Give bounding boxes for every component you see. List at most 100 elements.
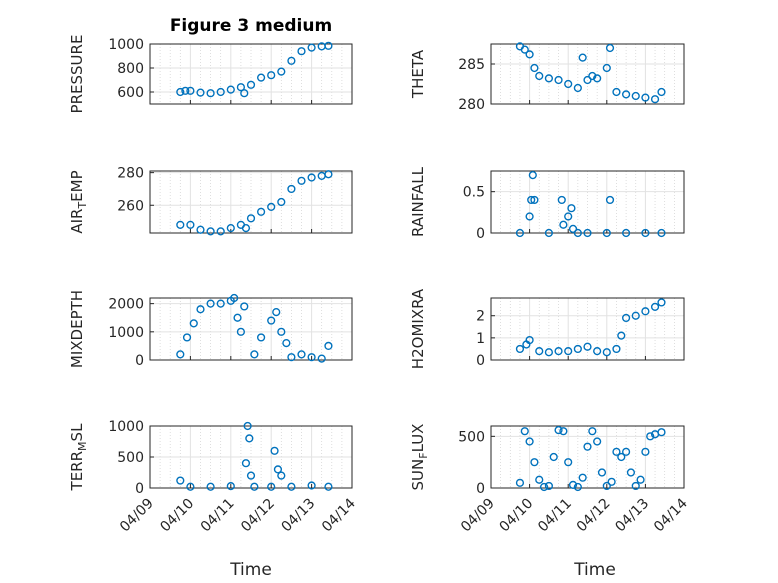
x-tick-label: 04/10 <box>157 496 197 536</box>
subplot-6: 0 1 2 H2OMIXRA <box>409 288 685 369</box>
data-point <box>324 170 333 179</box>
data-point <box>583 342 592 351</box>
data-point <box>250 350 259 359</box>
data-point <box>257 73 266 82</box>
data-points <box>515 426 666 492</box>
y-axis-label: H2OMIXRA <box>409 288 427 369</box>
data-point <box>226 85 235 94</box>
data-point <box>181 86 190 95</box>
data-point <box>176 476 185 485</box>
data-point <box>240 302 249 311</box>
data-point <box>617 331 626 340</box>
y-axis-label-main: AIR <box>68 209 86 234</box>
data-point <box>270 446 279 455</box>
data-point <box>650 302 660 311</box>
data-point <box>578 473 587 482</box>
data-point <box>544 228 554 238</box>
data-point <box>549 452 558 462</box>
y-axis-label: MIXDEPTH <box>68 290 86 368</box>
axes-box <box>490 170 685 234</box>
data-point <box>657 87 666 97</box>
y-tick-label: 2000 <box>108 297 144 313</box>
data-point <box>324 482 333 491</box>
y-axis-label-subscript: T <box>76 202 89 210</box>
y-axis-label: RAINFALL <box>409 166 427 237</box>
data-point <box>657 428 666 437</box>
axes-box <box>490 297 685 361</box>
data-point <box>287 56 296 65</box>
x-axis-label-left: Time <box>229 560 272 580</box>
data-point <box>236 83 246 92</box>
data-point <box>578 53 587 62</box>
data-point <box>612 87 621 97</box>
subplot-2: 280 285 THETA <box>409 42 685 113</box>
y-tick-label: 0 <box>135 481 144 497</box>
y-tick-label: 600 <box>117 85 144 101</box>
data-point <box>176 87 185 97</box>
data-point <box>583 228 592 238</box>
axes-box <box>490 425 685 489</box>
data-point <box>612 447 621 456</box>
data-point <box>535 71 544 81</box>
data-points <box>515 171 666 238</box>
data-point <box>602 228 611 238</box>
y-axis-label: TERRMSL <box>68 423 89 492</box>
y-axis-label-subscript: M <box>76 441 89 451</box>
data-point <box>564 347 573 356</box>
data-point <box>226 224 235 233</box>
data-point <box>621 313 631 323</box>
y-tick-label: 500 <box>117 450 144 466</box>
data-point <box>641 307 650 316</box>
data-point <box>196 305 205 314</box>
x-tick-label: 04/13 <box>612 496 652 536</box>
data-point <box>307 173 316 182</box>
data-point <box>515 478 525 487</box>
data-point <box>530 63 539 73</box>
data-point <box>277 327 286 336</box>
data-points <box>176 293 333 363</box>
y-axis-label-rest: EMP <box>68 170 86 201</box>
data-point <box>544 348 554 357</box>
data-point <box>287 184 296 194</box>
subplot-5: 0 1000 2000 MIXDEPTH <box>68 290 353 369</box>
x-axis-label-right: Time <box>573 560 616 580</box>
data-point <box>621 228 631 238</box>
data-point <box>257 333 266 342</box>
data-point <box>646 432 655 441</box>
data-point <box>236 327 246 336</box>
data-point <box>535 347 544 356</box>
data-point <box>621 90 631 99</box>
data-point <box>287 353 296 362</box>
x-tick-label: 04/11 <box>535 496 575 536</box>
data-point <box>525 50 534 59</box>
y-axis-label: SUNFLUX <box>409 424 430 491</box>
data-point <box>539 482 549 492</box>
data-point <box>605 195 615 205</box>
data-point <box>617 452 626 462</box>
figure-title: Figure 3 medium <box>170 16 332 36</box>
data-point <box>216 299 225 308</box>
data-point <box>564 79 573 89</box>
data-point <box>273 465 283 474</box>
data-point <box>573 83 582 93</box>
data-point <box>544 74 554 83</box>
data-points <box>176 170 333 236</box>
y-axis-label-main: TERR <box>68 451 86 492</box>
data-points <box>515 298 666 357</box>
data-point <box>564 458 573 467</box>
subplot-1: 600 800 1000 PRESSURE <box>68 35 353 113</box>
data-point <box>602 481 611 491</box>
y-tick-label: 260 <box>117 198 144 214</box>
y-tick-label: 2 <box>476 309 485 325</box>
y-tick-label: 1000 <box>108 37 144 53</box>
x-tick-label: 04/12 <box>574 496 614 536</box>
axes-box <box>490 43 685 105</box>
data-point <box>240 89 249 98</box>
data-point <box>277 471 286 480</box>
y-tick-label: 1 <box>476 331 485 347</box>
data-point <box>527 195 536 205</box>
data-point <box>602 63 611 73</box>
data-point <box>307 43 316 52</box>
data-point <box>297 47 306 56</box>
